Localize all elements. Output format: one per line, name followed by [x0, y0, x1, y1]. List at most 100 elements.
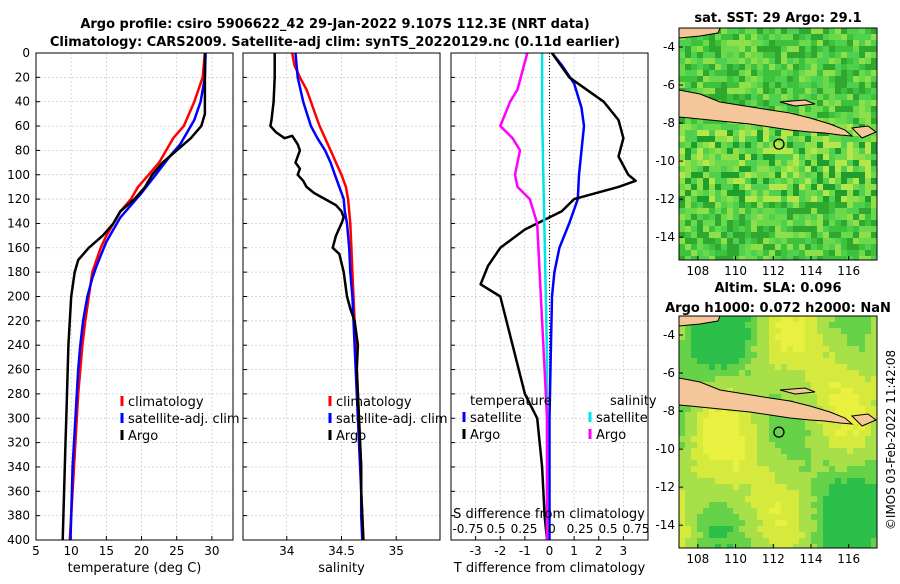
map-cell	[823, 88, 830, 95]
map-cell	[823, 76, 830, 83]
map-cell	[727, 544, 734, 548]
map-cell	[835, 256, 842, 260]
map-cell	[787, 358, 794, 365]
map-cell	[715, 418, 722, 425]
map-cell	[787, 490, 794, 497]
map-cell	[787, 496, 794, 503]
map-cell	[739, 424, 746, 431]
map-cell	[739, 190, 746, 197]
map-cell	[835, 490, 842, 497]
map-cell	[757, 100, 764, 107]
map-cell	[727, 220, 734, 227]
map-cell	[715, 214, 722, 221]
map-cell	[769, 316, 776, 323]
map-cell	[823, 196, 830, 203]
map-cell	[709, 520, 716, 527]
map-cell	[793, 160, 800, 167]
map-cell	[679, 532, 686, 539]
map-cell	[733, 250, 740, 257]
map-cell	[859, 244, 866, 251]
map-cell	[679, 448, 686, 455]
bali-land	[850, 413, 877, 427]
map-cell	[697, 472, 704, 479]
map-cell	[829, 100, 836, 107]
map-cell	[853, 82, 860, 89]
map-cell	[763, 328, 770, 335]
map-cell	[787, 424, 794, 431]
map-cell	[769, 538, 776, 545]
map-cell	[871, 340, 877, 347]
map-cell	[799, 70, 806, 77]
map-cell	[787, 172, 794, 179]
map-cell	[745, 544, 752, 548]
map-cell	[811, 430, 818, 437]
map-cell	[703, 484, 710, 491]
map-cell	[691, 370, 698, 377]
map-cell	[697, 172, 704, 179]
map-cell	[727, 358, 734, 365]
map-cell	[859, 232, 866, 239]
map-cell	[751, 202, 758, 209]
map-cell	[733, 208, 740, 215]
map-cell	[817, 322, 824, 329]
map-cell	[709, 58, 716, 65]
map-cell	[853, 190, 860, 197]
map-cell	[697, 412, 704, 419]
map-cell	[841, 316, 848, 323]
map-cell	[817, 508, 824, 515]
map-cell	[697, 154, 704, 161]
map-cell	[685, 52, 692, 59]
map-cell	[733, 442, 740, 449]
map-cell	[841, 142, 848, 149]
map-cell	[739, 358, 746, 365]
map-cell	[793, 214, 800, 221]
map-y-tick-label: -6	[663, 78, 675, 92]
map-cell	[781, 460, 788, 467]
map-cell	[751, 172, 758, 179]
map-cell	[721, 256, 728, 260]
map-cell	[715, 520, 722, 527]
map-cell	[775, 52, 782, 59]
map-cell	[823, 226, 830, 233]
map-cell	[733, 514, 740, 521]
map-cell	[697, 328, 704, 335]
map-cell	[691, 322, 698, 329]
map-cell	[679, 538, 686, 545]
map-cell	[853, 226, 860, 233]
map-cell	[781, 436, 788, 443]
map-cell	[871, 40, 877, 47]
map-cell	[685, 490, 692, 497]
map-cell	[859, 142, 866, 149]
map-cell	[703, 418, 710, 425]
map-cell	[751, 70, 758, 77]
map-cell	[697, 508, 704, 515]
map-cell	[697, 166, 704, 173]
map-cell	[763, 196, 770, 203]
map-cell	[727, 352, 734, 359]
map-cell	[847, 496, 854, 503]
map-cell	[793, 382, 800, 389]
map-cell	[847, 250, 854, 257]
map-cell	[841, 502, 848, 509]
map-cell	[697, 526, 704, 533]
map-cell	[715, 382, 722, 389]
map-cell	[781, 136, 788, 143]
map-cell	[691, 442, 698, 449]
map-cell	[757, 76, 764, 83]
y-tick-label: 400	[7, 533, 30, 547]
map-cell	[823, 376, 830, 383]
map-cell	[787, 376, 794, 383]
map-cell	[829, 82, 836, 89]
map-cell	[709, 190, 716, 197]
map-cell	[703, 172, 710, 179]
map-cell	[823, 238, 830, 245]
map-cell	[697, 220, 704, 227]
x-tick-label: 30	[204, 544, 219, 558]
map-cell	[811, 136, 818, 143]
map-cell	[793, 508, 800, 515]
map-cell	[709, 448, 716, 455]
map-cell	[775, 466, 782, 473]
map-cell	[751, 226, 758, 233]
map-cell	[679, 64, 686, 71]
map-cell	[859, 166, 866, 173]
